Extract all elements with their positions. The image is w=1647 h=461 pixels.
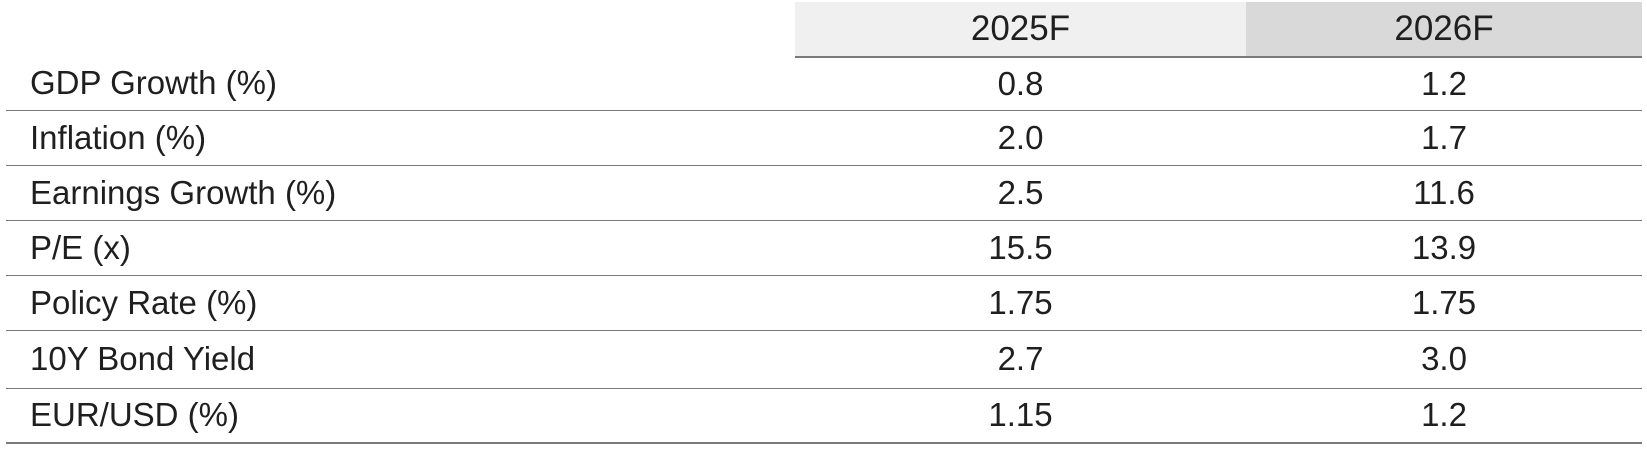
column-header-2026f: 2026F <box>1246 2 1642 58</box>
cell-2026f: 3.0 <box>1246 330 1642 389</box>
cell-2025f: 2.5 <box>795 165 1246 221</box>
table-row-eur-usd: EUR/USD (%) 1.15 1.2 <box>6 388 1642 444</box>
cell-2026f: 11.6 <box>1246 165 1642 221</box>
row-label: GDP Growth (%) <box>6 57 795 111</box>
forecast-table: 2025F 2026F GDP Growth (%) 0.8 1.2 Infla… <box>6 2 1642 444</box>
table-row-10y-bond-yield: 10Y Bond Yield 2.7 3.0 <box>6 330 1642 389</box>
column-header-2025f: 2025F <box>795 2 1246 58</box>
cell-2025f: 2.0 <box>795 110 1246 166</box>
cell-2025f: 2.7 <box>795 330 1246 389</box>
header-row: 2025F 2026F <box>6 2 1642 58</box>
cell-2025f: 1.75 <box>795 275 1246 331</box>
cell-2026f: 1.7 <box>1246 110 1642 166</box>
cell-2026f: 1.75 <box>1246 275 1642 331</box>
table-row-pe: P/E (x) 15.5 13.9 <box>6 220 1642 276</box>
cell-2026f: 1.2 <box>1246 57 1642 111</box>
header-blank-cell <box>6 2 795 57</box>
row-label: Policy Rate (%) <box>6 275 795 331</box>
table-row-policy-rate: Policy Rate (%) 1.75 1.75 <box>6 275 1642 331</box>
row-label: Earnings Growth (%) <box>6 165 795 221</box>
cell-2026f: 1.2 <box>1246 388 1642 444</box>
cell-2026f: 13.9 <box>1246 220 1642 276</box>
row-label: P/E (x) <box>6 220 795 276</box>
row-label: EUR/USD (%) <box>6 388 795 444</box>
table-row-inflation: Inflation (%) 2.0 1.7 <box>6 110 1642 166</box>
row-label: Inflation (%) <box>6 110 795 166</box>
row-label: 10Y Bond Yield <box>6 330 795 389</box>
table-row-earnings-growth: Earnings Growth (%) 2.5 11.6 <box>6 165 1642 221</box>
cell-2025f: 15.5 <box>795 220 1246 276</box>
cell-2025f: 0.8 <box>795 57 1246 111</box>
table-row-gdp-growth: GDP Growth (%) 0.8 1.2 <box>6 57 1642 111</box>
cell-2025f: 1.15 <box>795 388 1246 444</box>
